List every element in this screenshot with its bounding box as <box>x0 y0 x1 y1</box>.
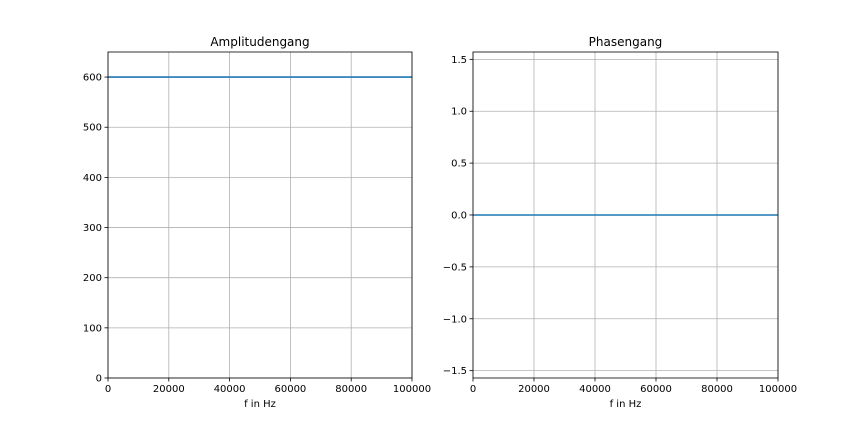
amplitude-y-tick-label-3: 300 <box>83 223 102 234</box>
amplitude-y-tick-label-5: 500 <box>83 123 102 134</box>
phase-y-tick-label-3: 0.0 <box>451 211 467 222</box>
amplitude-x-tick-label-4: 80000 <box>335 384 367 395</box>
phase-y-tick-label-0: −1.5 <box>443 366 467 377</box>
amplitude-chart-title: Amplitudengang <box>210 35 309 49</box>
amplitude-y-tick-label-0: 0 <box>96 374 102 385</box>
phase-x-tick-label-3: 60000 <box>640 384 672 395</box>
amplitude-chart: Amplitudengang f in Hz 0 20000 40000 60000 8… <box>83 35 431 410</box>
amplitude-x-tick-label-1: 20000 <box>153 384 185 395</box>
phase-x-tick-label-4: 80000 <box>701 384 733 395</box>
amplitude-x-tick-label-0: 0 <box>105 384 111 395</box>
phase-x-tick-label-1: 20000 <box>518 384 550 395</box>
amplitude-chart-xlabel: f in Hz <box>244 399 276 410</box>
phase-y-tick-label-6: 1.5 <box>451 55 467 66</box>
phase-x-tick-label-0: 0 <box>470 384 476 395</box>
phase-y-tick-label-5: 1.0 <box>451 107 467 118</box>
phase-y-tick-label-2: −0.5 <box>443 262 467 273</box>
amplitude-x-tick-label-5: 100000 <box>393 384 431 395</box>
amplitude-y-tick-label-2: 200 <box>83 273 102 284</box>
amplitude-y-tick-label-4: 400 <box>83 173 102 184</box>
amplitude-grid <box>107 52 413 379</box>
amplitude-x-tick-label-2: 40000 <box>214 384 246 395</box>
phase-chart-title: Phasengang <box>589 35 663 49</box>
phase-x-tick-label-5: 100000 <box>759 384 797 395</box>
amplitude-axes-frame <box>107 51 413 379</box>
phase-x-tick-label-2: 40000 <box>579 384 611 395</box>
phase-y-tick-label-4: 0.5 <box>451 159 467 170</box>
amplitude-y-tick-label-1: 100 <box>83 323 102 334</box>
phase-y-tick-label-1: −1.0 <box>443 314 467 325</box>
phase-chart-xlabel: f in Hz <box>610 399 642 410</box>
amplitude-x-tick-label-3: 60000 <box>274 384 306 395</box>
phase-chart: Phasengang f in Hz 0 20000 40000 60000 80000… <box>443 35 797 410</box>
amplitude-y-tick-label-6: 600 <box>83 73 102 84</box>
